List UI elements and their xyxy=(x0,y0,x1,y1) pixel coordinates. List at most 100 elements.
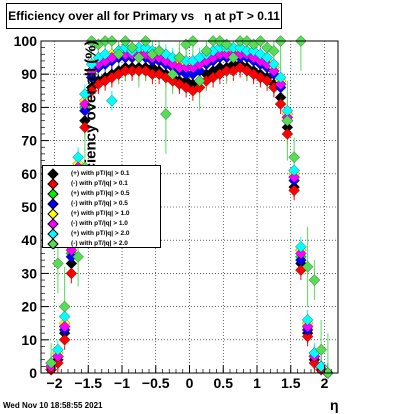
data-point xyxy=(268,45,280,57)
legend-label: (+) with pT/|q| > 0.1 xyxy=(71,170,130,177)
data-point xyxy=(301,261,314,273)
data-point xyxy=(79,88,91,100)
data-point xyxy=(274,71,287,84)
data-point xyxy=(79,121,91,134)
legend-entry: (+) with pT/|q| > 0.5 xyxy=(43,188,160,200)
data-point xyxy=(220,38,233,51)
data-point xyxy=(85,65,98,77)
y-tick-label: 40 xyxy=(21,232,37,248)
legend-marker xyxy=(47,238,59,250)
data-point xyxy=(193,75,206,87)
data-point xyxy=(288,164,300,177)
data-point xyxy=(52,350,64,363)
data-point xyxy=(301,320,314,333)
y-tick-label: 0 xyxy=(29,365,37,381)
data-point xyxy=(268,65,280,77)
data-point xyxy=(79,105,91,117)
data-point xyxy=(193,81,206,94)
axis-ticks xyxy=(40,40,339,374)
legend-entry: (+) with pT/|q| > 0.1 xyxy=(43,168,160,180)
data-point xyxy=(295,247,307,260)
legend-entry: (-) with pT/|q| > 0.1 xyxy=(43,178,160,190)
data-point xyxy=(58,300,71,313)
data-point xyxy=(288,184,300,197)
data-point xyxy=(274,98,287,110)
y-tick-label: 50 xyxy=(21,199,37,215)
data-point xyxy=(308,274,321,286)
data-point xyxy=(58,320,71,333)
data-point xyxy=(227,51,240,64)
data-point xyxy=(315,344,327,356)
grid xyxy=(41,40,338,374)
data-point xyxy=(99,48,111,60)
data-point xyxy=(52,344,64,356)
y-tick-label: 80 xyxy=(21,99,37,115)
x-tick-label: −0.5 xyxy=(142,375,170,391)
data-point xyxy=(58,310,71,323)
data-point xyxy=(288,171,300,183)
data-point xyxy=(133,51,145,64)
data-point xyxy=(106,95,118,107)
data-point xyxy=(72,151,84,163)
data-point xyxy=(281,128,294,140)
legend-label: (-) with pT/|q| > 0.1 xyxy=(71,180,128,187)
data-point xyxy=(261,75,273,87)
data-point xyxy=(52,257,64,270)
data-point xyxy=(126,41,138,54)
legend-entry: (+) with pT/|q| > 1.0 xyxy=(43,208,160,220)
data-points xyxy=(45,35,334,379)
legend-label: (-) with pT/|q| > 1.0 xyxy=(71,220,128,227)
x-tick-label: 2 xyxy=(321,375,329,391)
y-tick-label: 100 xyxy=(14,33,38,49)
data-point xyxy=(79,98,91,110)
data-point xyxy=(301,314,314,326)
data-point xyxy=(288,151,300,163)
data-point xyxy=(160,108,172,120)
data-point xyxy=(200,45,213,57)
legend-label: (+) with pT/|q| > 2.0 xyxy=(71,230,130,237)
data-point xyxy=(315,360,327,373)
data-point xyxy=(85,71,98,84)
data-point xyxy=(268,58,280,70)
data-point xyxy=(295,241,307,253)
data-point xyxy=(153,45,165,57)
data-point xyxy=(85,58,98,70)
data-point xyxy=(72,251,84,263)
x-tick-label: 1.5 xyxy=(281,375,301,391)
y-tick-label: 20 xyxy=(21,299,37,315)
data-point xyxy=(295,254,307,266)
legend-label: (+) with pT/|q| > 0.5 xyxy=(71,190,130,197)
x-tick-label: 0 xyxy=(186,375,194,391)
legend-entry: (+) with pT/|q| > 2.0 xyxy=(43,228,160,240)
x-tick-label: 0.5 xyxy=(214,375,234,391)
data-point xyxy=(58,334,71,346)
legend-entry: (-) with pT/|q| > 0.5 xyxy=(43,198,160,210)
data-point xyxy=(173,51,186,64)
legend-entry: (-) with pT/|q| > 1.0 xyxy=(43,218,160,230)
y-tick-label: 10 xyxy=(21,332,37,348)
data-point xyxy=(274,78,287,90)
x-tick-label: −1.5 xyxy=(74,375,102,391)
x-tick-label: −2 xyxy=(47,375,63,391)
legend-label: (-) with pT/|q| > 0.5 xyxy=(71,200,128,207)
x-tick-label: −1 xyxy=(114,375,130,391)
y-tick-label: 70 xyxy=(21,133,37,149)
legend-label: (+) with pT/|q| > 1.0 xyxy=(71,210,130,217)
y-tick-label: 90 xyxy=(21,66,37,82)
y-tick-label: 60 xyxy=(21,166,37,182)
data-point xyxy=(45,357,57,369)
timestamp: Wed Nov 10 18:58:55 2021 xyxy=(3,401,103,410)
x-axis-label: η xyxy=(330,397,339,413)
data-point xyxy=(281,114,294,127)
data-point xyxy=(261,51,273,64)
legend-label: (-) with pT/|q| > 2.0 xyxy=(71,240,128,247)
tick-labels: −2 −1.5 −1 −0.5 0 0.5 1 1.5 20102030405060708090… xyxy=(14,33,329,391)
chart-title: Efficiency over all for Primary vs η at … xyxy=(6,3,282,29)
data-point xyxy=(301,330,314,343)
x-tick-label: 1 xyxy=(253,375,261,391)
legend: (+) with pT/|q| > 0.1 (-) with pT/|q| > 0… xyxy=(42,165,161,250)
legend-entry: (-) with pT/|q| > 2.0 xyxy=(43,238,160,250)
data-point xyxy=(166,68,179,80)
data-point xyxy=(112,48,125,60)
